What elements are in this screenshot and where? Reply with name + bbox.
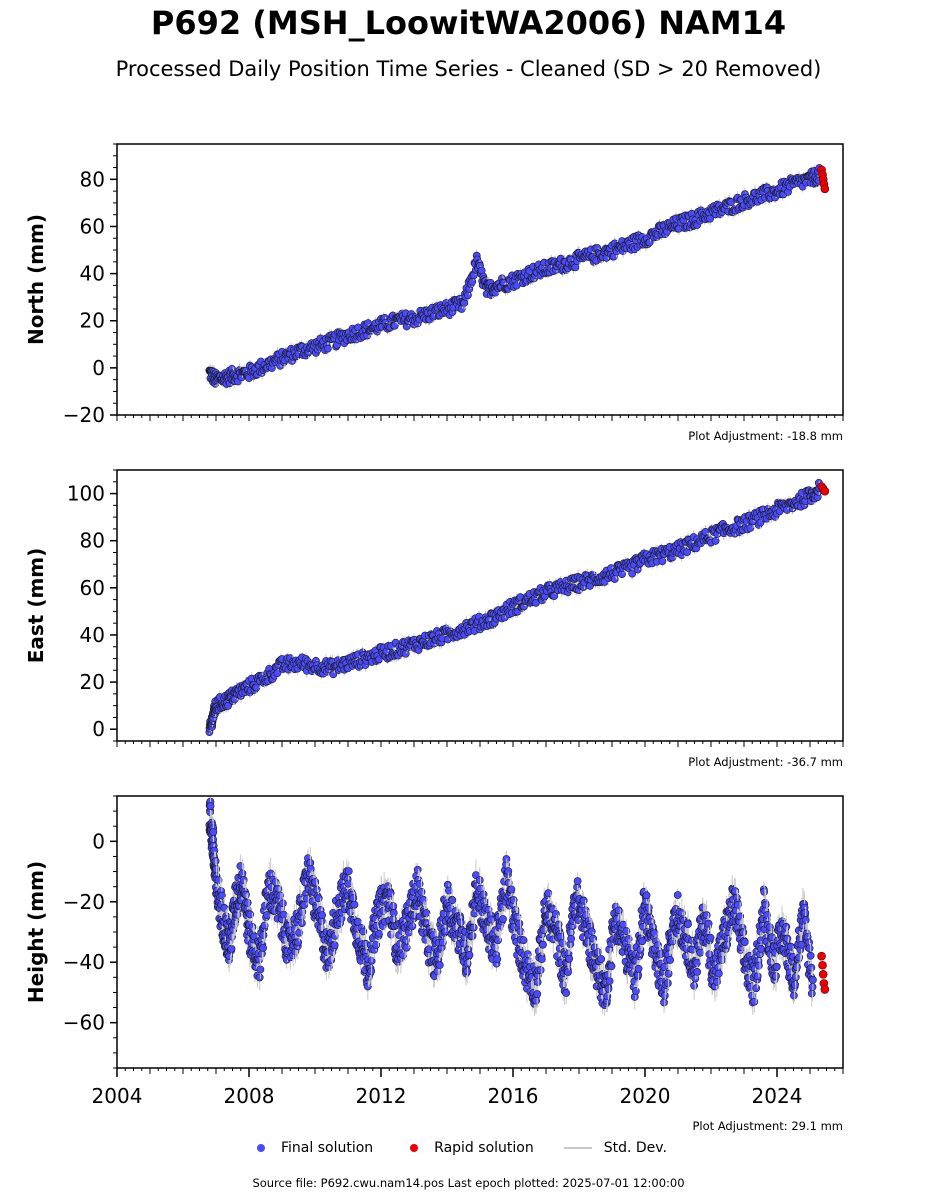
- final-solution-point: [628, 569, 637, 578]
- final-solution-point: [259, 944, 267, 952]
- final-solution-point: [422, 909, 431, 917]
- x-tick-label: 2004: [92, 1084, 143, 1108]
- x-tick-label: 2012: [356, 1084, 407, 1108]
- final-solution-point: [209, 828, 218, 836]
- rapid-solution-point: [820, 486, 830, 496]
- y-tick-label: 80: [80, 529, 105, 553]
- final-solution-point: [279, 910, 288, 919]
- final-solution-point: [469, 923, 478, 932]
- final-solution-point: [465, 951, 474, 959]
- final-solution-point: [224, 701, 232, 710]
- final-solution-point: [417, 888, 426, 896]
- y-tick-label: 60: [80, 576, 105, 600]
- x-tick-label: 2008: [224, 1084, 275, 1108]
- y-axis-label: North (mm): [24, 214, 48, 345]
- final-solution-point: [295, 928, 304, 937]
- final-solution-point: [350, 900, 359, 909]
- final-solution-point: [344, 867, 353, 876]
- final-solution-point: [445, 886, 453, 895]
- final-solution-point: [227, 944, 236, 953]
- final-solution-series: [205, 478, 824, 737]
- final-solution-point: [475, 876, 484, 885]
- page-subtitle: Processed Daily Position Time Series - C…: [115, 57, 822, 81]
- final-solution-point: [413, 865, 422, 874]
- final-solution-point: [330, 941, 339, 950]
- x-tick-label: 2024: [752, 1084, 803, 1108]
- final-solution-point: [217, 891, 226, 900]
- y-tick-label: 40: [80, 262, 105, 286]
- page-title: P692 (MSH_LoowitWA2006) NAM14: [150, 4, 787, 42]
- final-solution-point: [255, 973, 264, 982]
- plot-adjustment-note: Plot Adjustment: -18.8 mm: [688, 429, 843, 443]
- y-tick-label: −40: [63, 950, 105, 974]
- final-solution-point: [683, 548, 692, 557]
- rapid-solution-point: [820, 184, 830, 194]
- plot-frame: [116, 143, 844, 416]
- final-solution-point: [329, 670, 338, 679]
- plot-adjustment-note: Plot Adjustment: -36.7 mm: [688, 755, 843, 769]
- final-solution-point: [314, 894, 323, 903]
- final-solution-point: [550, 592, 559, 600]
- y-tick-label: 40: [80, 623, 105, 647]
- final-solution-point: [349, 894, 358, 903]
- final-solution-point: [408, 922, 417, 931]
- x-tick-label: 2020: [620, 1084, 671, 1108]
- final-solution-point: [390, 321, 399, 330]
- final-solution-point: [399, 951, 408, 960]
- final-solution-point: [276, 891, 285, 900]
- final-solution-point: [259, 931, 268, 940]
- final-solution-point: [312, 885, 321, 894]
- final-solution-point: [456, 918, 465, 927]
- final-solution-point: [448, 896, 457, 905]
- final-solution-point: [491, 943, 499, 952]
- final-solution-point: [499, 915, 507, 923]
- plot-frame: [116, 469, 844, 742]
- final-solution-point: [206, 802, 215, 810]
- final-solution-point: [278, 899, 287, 908]
- final-solution-series: [205, 163, 824, 390]
- final-solution-point: [256, 965, 265, 974]
- final-solution-point: [512, 281, 521, 290]
- plot-adjustment-note: Plot Adjustment: 29.1 mm: [692, 1119, 843, 1133]
- final-solution-series: [205, 796, 817, 1016]
- y-tick-label: 100: [67, 482, 105, 506]
- y-axis-label: East (mm): [24, 548, 48, 664]
- final-solution-point: [610, 575, 619, 583]
- final-solution-point: [306, 864, 315, 873]
- final-solution-point: [746, 524, 755, 532]
- final-solution-point: [363, 982, 372, 991]
- final-solution-point: [294, 938, 303, 947]
- final-solution-point: [706, 214, 714, 223]
- final-solution-point: [243, 898, 252, 907]
- final-solution-point: [487, 915, 496, 924]
- final-solution-point: [645, 238, 654, 247]
- y-tick-label: −60: [63, 1011, 105, 1035]
- final-solution-point: [375, 929, 384, 938]
- final-solution-point: [658, 557, 667, 566]
- x-tick-label: 2016: [488, 1084, 539, 1108]
- final-solution-point: [318, 911, 327, 920]
- y-tick-label: 20: [80, 670, 105, 694]
- final-solution-point: [323, 344, 332, 353]
- final-solution-point: [711, 536, 720, 545]
- y-tick-label: 0: [92, 717, 105, 741]
- final-solution-point: [344, 879, 353, 888]
- y-tick-label: −20: [63, 403, 105, 427]
- final-solution-point: [468, 932, 477, 940]
- y-axis-label: Height (mm): [24, 861, 48, 1003]
- final-solution-point: [415, 880, 424, 888]
- final-solution-point: [493, 955, 502, 964]
- y-tick-label: 60: [80, 214, 105, 238]
- y-tick-label: −20: [63, 890, 105, 914]
- y-tick-label: 20: [80, 309, 105, 333]
- final-solution-point: [435, 961, 444, 970]
- y-tick-label: 0: [92, 356, 105, 380]
- y-tick-label: 80: [80, 167, 105, 191]
- final-solution-point: [273, 669, 282, 678]
- y-tick-label: 0: [92, 829, 105, 853]
- final-solution-point: [274, 884, 283, 893]
- final-solution-point: [463, 291, 472, 300]
- final-solution-point: [468, 277, 477, 286]
